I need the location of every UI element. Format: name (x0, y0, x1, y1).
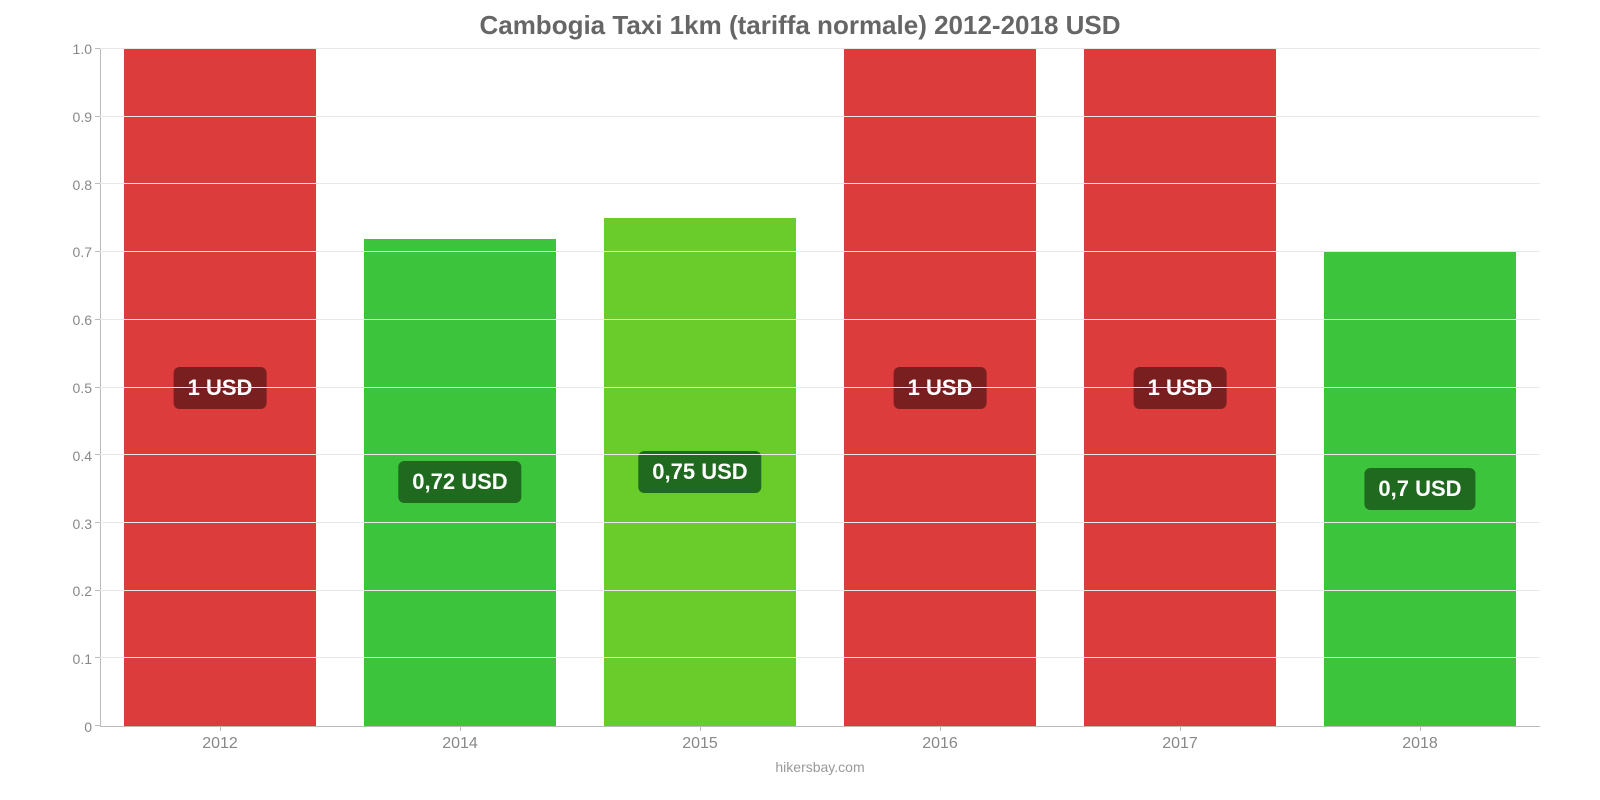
y-tick-label: 0.8 (73, 177, 92, 193)
y-tick-mark (95, 183, 100, 184)
bar-value-label: 1 USD (174, 367, 267, 409)
bar-slot: 0,75 USD (580, 49, 820, 726)
bar-value-label: 1 USD (894, 367, 987, 409)
y-tick-mark (95, 387, 100, 388)
y-tick-mark (95, 48, 100, 49)
bar: 0,72 USD (364, 239, 556, 726)
y-tick-mark (95, 319, 100, 320)
x-tick-mark (1180, 726, 1181, 731)
x-tick-mark (940, 726, 941, 731)
gridline (100, 183, 1540, 184)
y-tick-label: 0.2 (73, 583, 92, 599)
bar-value-label: 0,72 USD (398, 461, 521, 503)
y-tick-label: 1.0 (73, 41, 92, 57)
x-tick-mark (220, 726, 221, 731)
x-tick-mark (700, 726, 701, 731)
bar: 0,75 USD (604, 218, 796, 726)
x-axis-label: 2015 (580, 735, 820, 753)
gridline (100, 251, 1540, 252)
bar: 1 USD (124, 49, 316, 726)
bars-row: 1 USD 0,72 USD 0,75 USD 1 USD 1 USD 0,7 USD (100, 49, 1540, 726)
x-tick-mark (460, 726, 461, 731)
y-tick-label: 0.3 (73, 516, 92, 532)
gridline (100, 319, 1540, 320)
gridline (100, 454, 1540, 455)
y-tick-label: 0 (84, 719, 92, 735)
y-tick-label: 0.9 (73, 109, 92, 125)
x-axis-label: 2016 (820, 735, 1060, 753)
plot-area: 1 USD 0,72 USD 0,75 USD 1 USD 1 USD 0,7 USD (100, 49, 1540, 727)
bar-value-label: 1 USD (1134, 367, 1227, 409)
chart-container: Cambogia Taxi 1km (tariffa normale) 2012… (0, 0, 1600, 800)
x-axis-label: 2014 (340, 735, 580, 753)
y-tick-mark (95, 522, 100, 523)
x-axis-label: 2017 (1060, 735, 1300, 753)
y-tick-label: 0.7 (73, 244, 92, 260)
y-tick-label: 0.6 (73, 312, 92, 328)
gridline (100, 522, 1540, 523)
bar-slot: 1 USD (1060, 49, 1300, 726)
bar: 0,7 USD (1324, 252, 1516, 726)
y-tick-mark (95, 657, 100, 658)
bar-slot: 1 USD (100, 49, 340, 726)
y-tick-mark (95, 251, 100, 252)
y-tick-mark (95, 590, 100, 591)
gridline (100, 48, 1540, 49)
y-axis: 00.10.20.30.40.50.60.70.80.91.0 (60, 49, 100, 727)
bar: 1 USD (1084, 49, 1276, 726)
y-tick-mark (95, 725, 100, 726)
y-tick-label: 0.5 (73, 380, 92, 396)
gridline (100, 387, 1540, 388)
bar-slot: 0,7 USD (1300, 49, 1540, 726)
bar-slot: 0,72 USD (340, 49, 580, 726)
bar: 1 USD (844, 49, 1036, 726)
bar-slot: 1 USD (820, 49, 1060, 726)
x-axis-label: 2018 (1300, 735, 1540, 753)
bar-value-label: 0,75 USD (638, 451, 761, 493)
x-axis: 201220142015201620172018 (100, 735, 1540, 753)
y-tick-mark (95, 116, 100, 117)
plot-wrap: 00.10.20.30.40.50.60.70.80.91.0 1 USD0,7… (60, 49, 1540, 727)
attribution: hikersbay.com (100, 759, 1540, 775)
bar-value-label: 0,7 USD (1364, 468, 1475, 510)
y-tick-mark (95, 454, 100, 455)
x-axis-label: 2012 (100, 735, 340, 753)
y-tick-label: 0.4 (73, 448, 92, 464)
y-tick-label: 0.1 (73, 651, 92, 667)
chart-title: Cambogia Taxi 1km (tariffa normale) 2012… (60, 10, 1540, 41)
gridline (100, 657, 1540, 658)
gridline (100, 590, 1540, 591)
gridline (100, 116, 1540, 117)
x-tick-mark (1420, 726, 1421, 731)
